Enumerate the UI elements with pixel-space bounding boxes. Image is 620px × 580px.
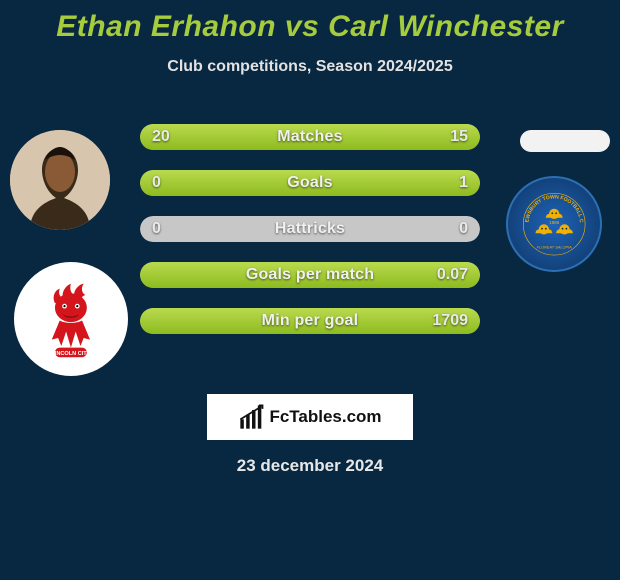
stat-bar: Goals per match 0.07: [140, 262, 480, 288]
stat-right-value: 0.07: [437, 266, 468, 284]
subtitle: Club competitions, Season 2024/2025: [0, 58, 620, 76]
player1-name: Ethan Erhahon: [56, 10, 276, 43]
stat-left-value: 0: [152, 174, 161, 192]
footer: FcTables.com 23 december 2024: [0, 394, 620, 476]
player2-club-crest: SHREWSBURY TOWN FOOTBALL CLUB 1886 FLORE…: [506, 176, 602, 272]
player2-avatar: [520, 130, 610, 152]
player2-name: Carl Winchester: [328, 10, 564, 43]
stat-right-value: 1709: [432, 312, 468, 330]
stat-right-value: 0: [459, 220, 468, 238]
stat-label: Matches: [277, 128, 342, 146]
stat-bar: 20 Matches 15: [140, 124, 480, 150]
stat-right-value: 15: [450, 128, 468, 146]
svg-text:1886: 1886: [549, 220, 560, 225]
stat-bar: Min per goal 1709: [140, 308, 480, 334]
person-silhouette-icon: [10, 130, 110, 230]
stat-left-value: 20: [152, 128, 170, 146]
comparison-panel: LINCOLN CITY SHREWSBURY TOWN FOOTBALL CL…: [0, 106, 620, 366]
svg-text:LINCOLN CITY: LINCOLN CITY: [51, 351, 90, 357]
date-label: 23 december 2024: [237, 456, 384, 476]
stat-label: Hattricks: [275, 220, 345, 238]
fctables-link[interactable]: FcTables.com: [207, 394, 413, 440]
stat-right-value: 1: [459, 174, 468, 192]
bar-chart-icon: [238, 403, 266, 431]
brand-text: FcTables.com: [269, 407, 381, 427]
loggerheads-crest-icon: SHREWSBURY TOWN FOOTBALL CLUB 1886 FLORE…: [522, 192, 586, 256]
vs-label: vs: [285, 10, 319, 43]
stat-left-value: 0: [152, 220, 161, 238]
stat-bar: 0 Goals 1: [140, 170, 480, 196]
svg-text:FLOREAT SALOPIA: FLOREAT SALOPIA: [536, 245, 572, 249]
page-title: Ethan Erhahon vs Carl Winchester: [0, 0, 620, 44]
stat-label: Goals: [287, 174, 332, 192]
imp-crest-icon: LINCOLN CITY: [31, 279, 111, 359]
stat-bars: 20 Matches 15 0 Goals 1 0 Hattricks 0 Goals per m…: [140, 124, 480, 334]
stat-label: Goals per match: [246, 266, 374, 284]
stat-bar: 0 Hattricks 0: [140, 216, 480, 242]
player1-club-crest: LINCOLN CITY: [14, 262, 128, 376]
stat-label: Min per goal: [262, 312, 359, 330]
player1-avatar: [10, 130, 110, 230]
